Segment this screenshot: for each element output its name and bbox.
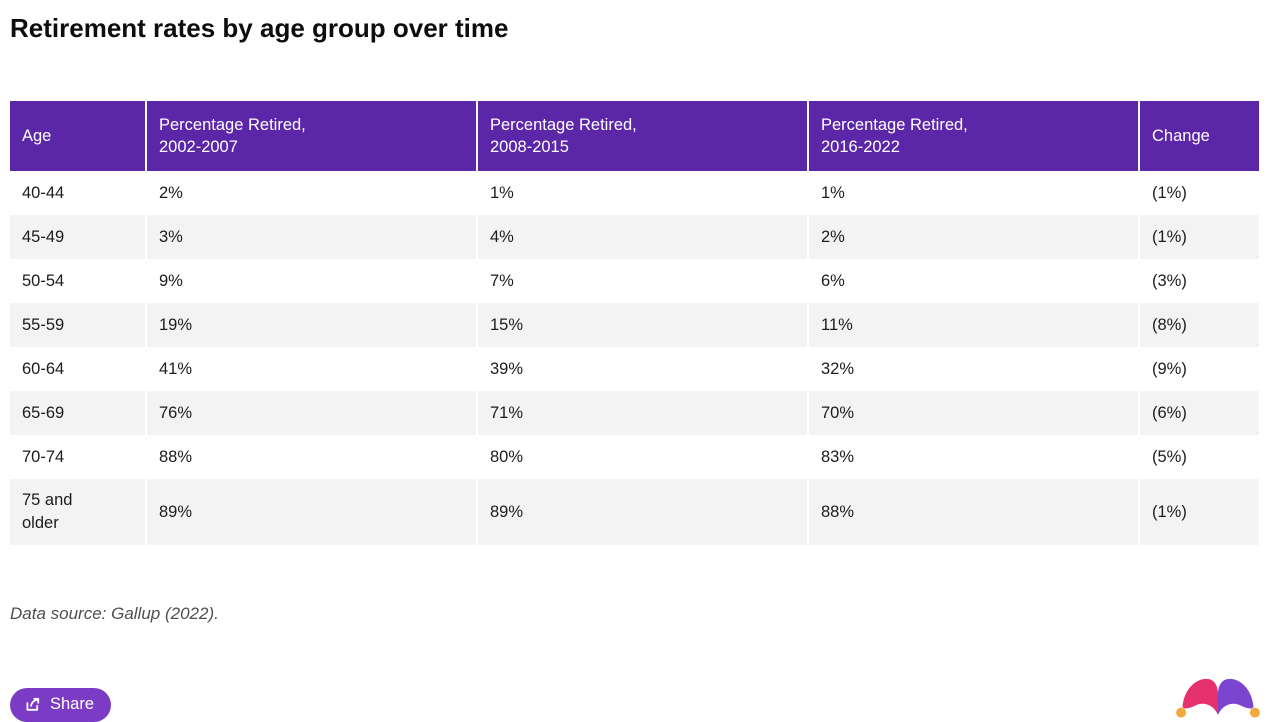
- page-title: Retirement rates by age group over time: [10, 13, 509, 43]
- value-cell: 2%: [145, 171, 477, 215]
- column-header-2016-2022: Percentage Retired, 2016-2022: [807, 101, 1139, 171]
- table-row: 75 and older 89% 89% 88% (1%): [10, 479, 1259, 545]
- age-cell: 70-74: [10, 435, 146, 479]
- value-cell: 70%: [807, 391, 1139, 435]
- value-cell: 1%: [807, 171, 1139, 215]
- table-row: 60-64 41% 39% 32% (9%): [10, 347, 1259, 391]
- age-cell: 75 and older: [10, 479, 146, 545]
- column-header-change: Change: [1138, 101, 1259, 171]
- age-cell: 55-59: [10, 303, 146, 347]
- change-cell: (6%): [1138, 391, 1259, 435]
- column-header-sublabel: 2008-2015: [490, 138, 569, 156]
- data-source-note: Data source: Gallup (2022).: [10, 604, 219, 623]
- age-cell: 65-69: [10, 391, 146, 435]
- change-cell: (3%): [1138, 259, 1259, 303]
- change-cell: (1%): [1138, 479, 1259, 545]
- change-cell: (9%): [1138, 347, 1259, 391]
- change-cell: (1%): [1138, 215, 1259, 259]
- column-header-age: Age: [10, 101, 146, 171]
- column-header-label: Percentage Retired,: [159, 116, 306, 134]
- value-cell: 88%: [145, 435, 477, 479]
- table-header-row: Age Percentage Retired, 2002-2007 Percen…: [10, 101, 1259, 171]
- retirement-rates-table: Age Percentage Retired, 2002-2007 Percen…: [10, 101, 1259, 545]
- share-button[interactable]: Share: [10, 688, 112, 722]
- share-button-label: Share: [50, 695, 95, 713]
- age-cell: 60-64: [10, 347, 146, 391]
- column-header-label: Age: [22, 127, 52, 145]
- value-cell: 41%: [145, 347, 477, 391]
- value-cell: 9%: [145, 259, 477, 303]
- column-header-2008-2015: Percentage Retired, 2008-2015: [476, 101, 808, 171]
- logo-right-bell: [1249, 707, 1260, 718]
- value-cell: 83%: [807, 435, 1139, 479]
- table-row: 65-69 76% 71% 70% (6%): [10, 391, 1259, 435]
- table-row: 50-54 9% 7% 6% (3%): [10, 259, 1259, 303]
- age-cell: 50-54: [10, 259, 146, 303]
- logo-left-bell: [1176, 707, 1187, 718]
- value-cell: 88%: [807, 479, 1139, 545]
- column-header-label: Change: [1152, 127, 1210, 145]
- logo-left-lobe: [1182, 678, 1219, 715]
- column-header-2002-2007: Percentage Retired, 2002-2007: [145, 101, 477, 171]
- table-row: 55-59 19% 15% 11% (8%): [10, 303, 1259, 347]
- jester-hat-logo[interactable]: [1174, 672, 1262, 722]
- value-cell: 15%: [476, 303, 808, 347]
- change-cell: (1%): [1138, 171, 1259, 215]
- value-cell: 3%: [145, 215, 477, 259]
- table-row: 45-49 3% 4% 2% (1%): [10, 215, 1259, 259]
- age-cell: 40-44: [10, 171, 146, 215]
- footer-bar: Share: [10, 672, 1270, 722]
- value-cell: 80%: [476, 435, 808, 479]
- value-cell: 89%: [476, 479, 808, 545]
- share-icon: [24, 696, 41, 713]
- table-row: 40-44 2% 1% 1% (1%): [10, 171, 1259, 215]
- value-cell: 89%: [145, 479, 477, 545]
- change-cell: (8%): [1138, 303, 1259, 347]
- value-cell: 6%: [807, 259, 1139, 303]
- table-row: 70-74 88% 80% 83% (5%): [10, 435, 1259, 479]
- change-cell: (5%): [1138, 435, 1259, 479]
- value-cell: 4%: [476, 215, 808, 259]
- value-cell: 76%: [145, 391, 477, 435]
- value-cell: 39%: [476, 347, 808, 391]
- value-cell: 19%: [145, 303, 477, 347]
- value-cell: 2%: [807, 215, 1139, 259]
- value-cell: 71%: [476, 391, 808, 435]
- column-header-sublabel: 2002-2007: [159, 138, 238, 156]
- logo-right-lobe: [1217, 678, 1254, 715]
- value-cell: 1%: [476, 171, 808, 215]
- value-cell: 11%: [807, 303, 1139, 347]
- column-header-label: Percentage Retired,: [821, 116, 968, 134]
- value-cell: 7%: [476, 259, 808, 303]
- value-cell: 32%: [807, 347, 1139, 391]
- column-header-sublabel: 2016-2022: [821, 138, 900, 156]
- age-cell: 45-49: [10, 215, 146, 259]
- column-header-label: Percentage Retired,: [490, 116, 637, 134]
